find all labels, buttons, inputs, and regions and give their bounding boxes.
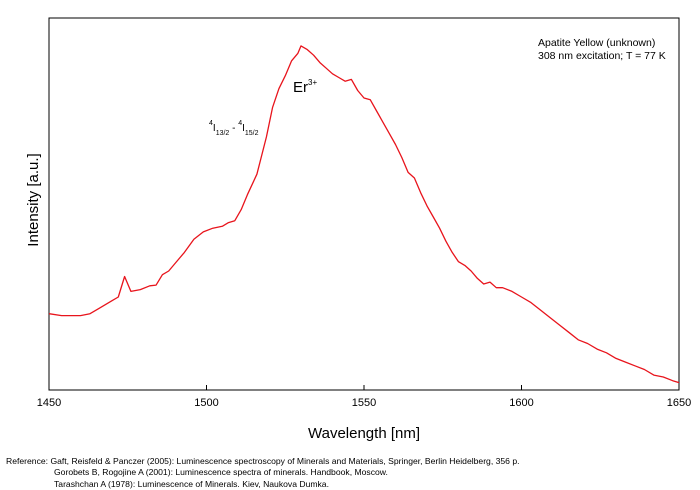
reference-1: Gaft, Reisfeld & Panczer (2005): Lumines… xyxy=(50,456,520,466)
ion-symbol: Er xyxy=(293,79,308,96)
x-tick-label-1500: 1500 xyxy=(194,397,218,409)
x-axis-tick-labels: 1450 1500 1550 1600 1650 xyxy=(37,397,691,409)
reference-3: Tarashchan A (1978): Luminescence of Min… xyxy=(54,478,329,489)
reference-line-3: Tarashchan A (1978): Luminescence of Min… xyxy=(6,479,520,490)
transition-lower-term: I xyxy=(242,123,245,134)
x-tick-label-1450: 1450 xyxy=(37,397,61,409)
series-line xyxy=(48,45,680,384)
x-tick-label-1600: 1600 xyxy=(509,397,533,409)
transition-lower-sub: 15/2 xyxy=(245,130,259,137)
y-axis-title: Intensity [a.u.] xyxy=(25,153,42,246)
reference-line-1: Reference: Gaft, Reisfeld & Panczer (200… xyxy=(6,456,520,467)
sample-annotation: Apatite Yellow (unknown) xyxy=(538,37,655,49)
x-tick-label-1550: 1550 xyxy=(352,397,376,409)
plot-frame xyxy=(48,17,680,391)
x-axis-ticks xyxy=(48,385,680,390)
reference-line-2: Gorobets B, Rogojine A (2001): Luminesce… xyxy=(6,467,520,478)
transition-upper-sup: 4 xyxy=(209,120,213,127)
ion-charge: 3+ xyxy=(308,78,317,87)
x-axis-title: Wavelength [nm] xyxy=(308,425,420,442)
transition-lower-sup: 4 xyxy=(238,120,242,127)
ion-label: Er3+ xyxy=(293,78,317,96)
transition-upper-sub: 13/2 xyxy=(216,130,230,137)
reference-2: Gorobets B, Rogojine A (2001): Luminesce… xyxy=(54,467,388,478)
transition-separator: - xyxy=(229,123,238,134)
conditions-annotation: 308 nm excitation; T = 77 K xyxy=(538,50,666,62)
x-tick-label-1650: 1650 xyxy=(667,397,691,409)
reference-label: Reference: xyxy=(6,456,49,466)
transition-upper-term: I xyxy=(213,123,216,134)
transition-label: 4I13/2 - 4I15/2 xyxy=(209,120,259,137)
references: Reference: Gaft, Reisfeld & Panczer (200… xyxy=(6,456,520,490)
